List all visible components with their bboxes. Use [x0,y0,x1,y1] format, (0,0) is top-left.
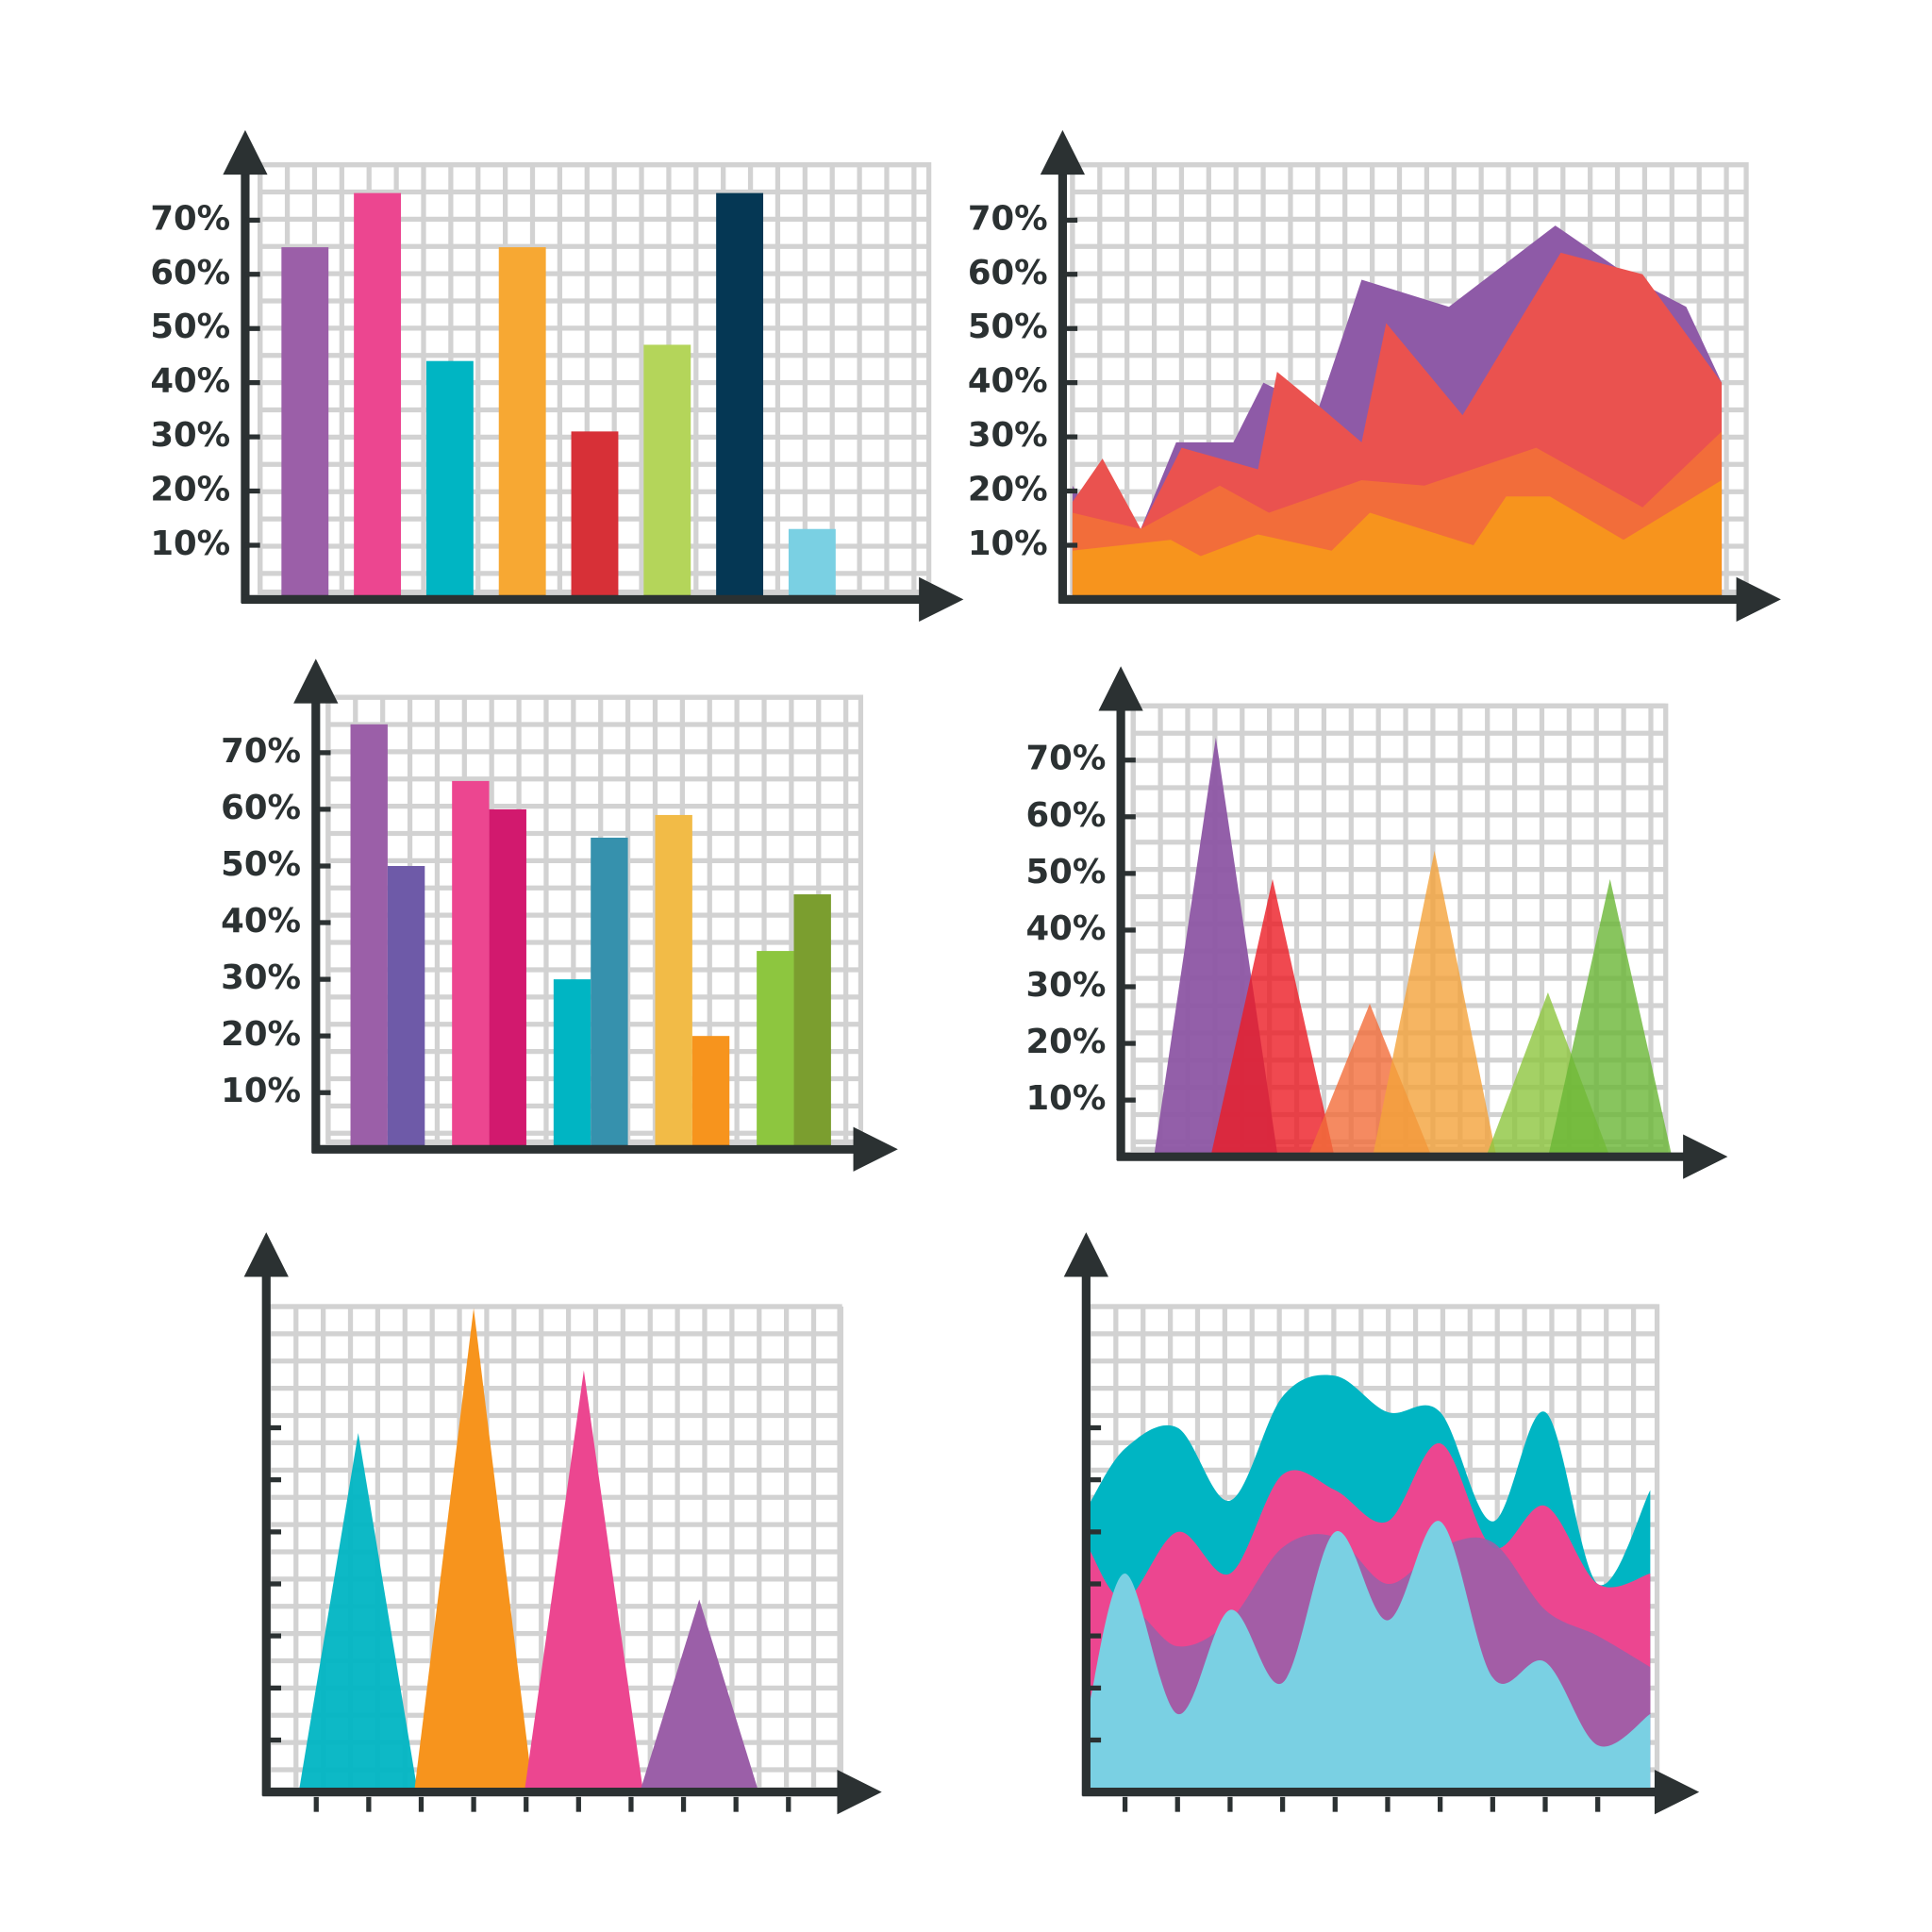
y-tick-label: 10% [150,525,230,563]
y-tick-label: 30% [221,958,301,997]
y-tick-label: 30% [1026,966,1107,1005]
y-tick-label: 10% [968,525,1048,563]
y-tick-label: 20% [968,471,1048,509]
y-tick-label: 50% [150,308,230,346]
chart-panel [1063,1232,1700,1815]
bar [691,1036,730,1150]
y-tick-label: 50% [221,845,301,884]
bar [716,192,764,600]
y-tick-label: 70% [1026,740,1107,778]
x-arrow [1654,1770,1700,1815]
triangle [414,1307,534,1792]
bar [788,528,836,600]
triangle [1210,878,1335,1158]
bar [387,865,425,1150]
y-tick-label: 20% [1026,1023,1107,1061]
bar [757,951,794,1150]
y-arrow [1098,666,1143,711]
y-tick-label: 40% [221,902,301,941]
triangle [1548,878,1673,1158]
y-arrow [293,658,339,704]
x-arrow [919,576,964,623]
y-arrow [243,1232,289,1277]
triangle [1373,850,1497,1158]
y-tick-label: 60% [1026,796,1107,835]
y-tick-label: 60% [150,254,230,292]
y-tick-label: 60% [968,254,1048,292]
y-tick-label: 50% [968,308,1048,346]
bar [354,192,402,600]
bar [591,837,628,1150]
y-tick-label: 50% [1026,853,1107,891]
chart-panel: 10% 20% 30% 40% 50% 60% 70% [221,658,898,1172]
y-arrow [223,129,268,175]
bar [350,724,388,1150]
chart-panel [243,1232,882,1815]
bar [643,344,691,600]
y-tick-label: 10% [1026,1079,1107,1118]
y-tick-label: 20% [150,471,230,509]
y-tick-label: 20% [221,1015,301,1054]
y-tick-label: 70% [221,732,301,771]
chart-panel: 10% 20% 30% 40% 50% 60% 70% [150,129,964,623]
bar [489,808,526,1150]
chart-panel: 10% 20% 30% 40% 50% 60% 70% [968,129,1781,623]
bar [498,247,546,600]
bar [655,814,692,1150]
y-tick-label: 30% [968,416,1048,455]
y-tick-label: 70% [968,199,1048,238]
triangle [298,1433,418,1792]
y-tick-label: 40% [968,362,1048,401]
x-arrow [1683,1134,1728,1179]
x-arrow [837,1770,882,1815]
bar [425,360,474,600]
bar [452,780,490,1150]
bar [553,979,591,1150]
triangle [640,1599,759,1792]
y-arrow [1040,129,1086,175]
bar [571,431,619,600]
area [1072,480,1723,600]
y-tick-label: 40% [150,362,230,401]
smooth-area [1088,1521,1651,1792]
y-arrow [1063,1232,1108,1277]
x-arrow [853,1126,898,1172]
x-arrow [1736,576,1781,623]
bar [793,894,831,1150]
bar [281,247,329,600]
y-tick-label: 30% [150,416,230,455]
triangle [524,1370,643,1792]
y-tick-label: 60% [221,789,301,827]
y-tick-label: 40% [1026,909,1107,948]
y-tick-label: 10% [221,1072,301,1110]
chart-panel: 10% 20% 30% 40% 50% 60% 70% [1026,666,1728,1179]
y-tick-label: 70% [150,199,230,238]
